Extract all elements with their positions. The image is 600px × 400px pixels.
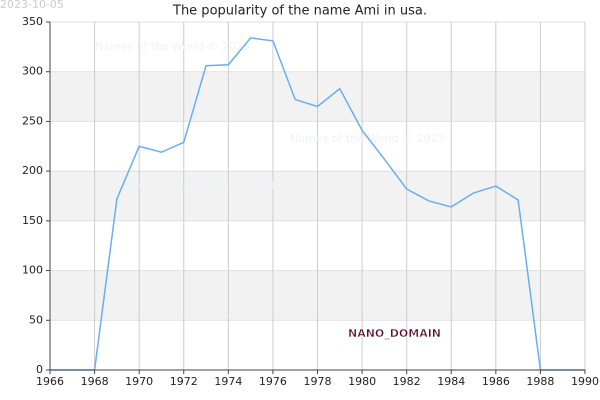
y-tick-label: 50 <box>29 313 43 326</box>
y-tick-label: 350 <box>22 15 43 28</box>
x-tick-label: 1978 <box>304 375 332 388</box>
x-tick-label: 1972 <box>170 375 198 388</box>
x-tick-label: 1974 <box>214 375 242 388</box>
watermark: Names of the World © 2023 <box>95 40 250 53</box>
date-stamp: 2023-10-05 <box>0 0 64 11</box>
y-tick-label: 150 <box>22 214 43 227</box>
x-tick-label: 1986 <box>482 375 510 388</box>
y-tick-label: 0 <box>36 363 43 376</box>
x-tick-label: 1984 <box>437 375 465 388</box>
x-tick-label: 1968 <box>81 375 109 388</box>
x-tick-label: 1990 <box>571 375 599 388</box>
data-line <box>50 37 585 371</box>
y-tick-label: 100 <box>22 264 43 277</box>
x-tick-label: 1976 <box>259 375 287 388</box>
domain-label: NANO_DOMAIN <box>348 327 441 340</box>
y-tick-label: 300 <box>22 65 43 78</box>
watermark: Names of the World © 2023 <box>120 180 275 193</box>
chart-title: The popularity of the name Ami in usa. <box>172 4 427 19</box>
x-tick-label: 1988 <box>526 375 554 388</box>
x-tick-label: 1982 <box>393 375 421 388</box>
x-tick-label: 1970 <box>125 375 153 388</box>
x-tick-label: 1966 <box>36 375 64 388</box>
x-tick-label: 1980 <box>348 375 376 388</box>
y-tick-label: 250 <box>22 114 43 127</box>
y-tick-label: 200 <box>22 164 43 177</box>
